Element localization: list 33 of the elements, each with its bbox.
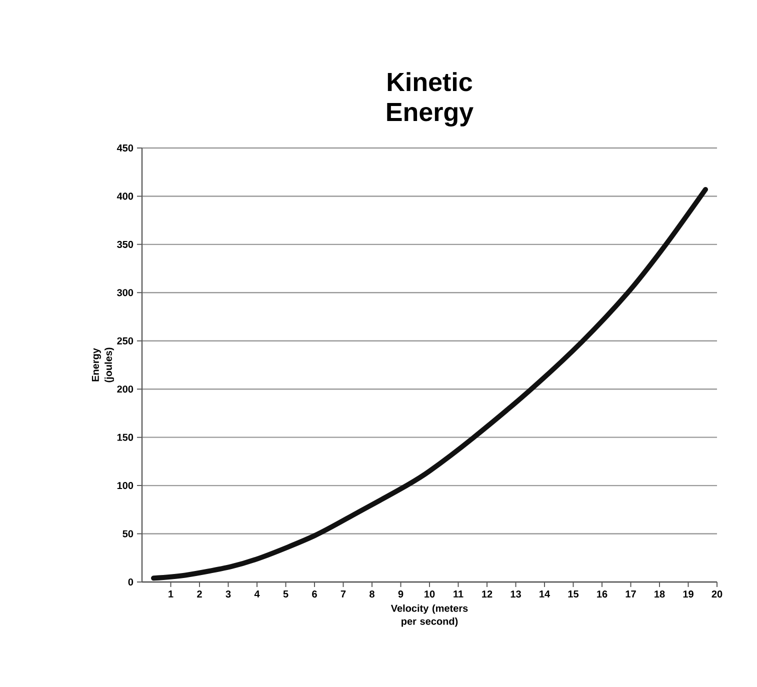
y-tick-label: 250 bbox=[117, 337, 134, 344]
x-tick-label: 2 bbox=[197, 590, 202, 598]
x-tick-label: 6 bbox=[312, 590, 317, 598]
y-tick-label: 350 bbox=[117, 240, 134, 248]
x-tick-label: 8 bbox=[370, 590, 374, 598]
chart-title: Kinetic Energy bbox=[387, 72, 474, 126]
x-tick-label: 3 bbox=[226, 590, 231, 598]
y-tick-label: 0 bbox=[128, 578, 134, 586]
x-tick-label: 15 bbox=[568, 590, 579, 598]
x-tick-label: 12 bbox=[482, 590, 492, 598]
y-tick-label: 300 bbox=[117, 289, 134, 296]
x-tick-label: 18 bbox=[654, 590, 665, 598]
x-tick-label: 14 bbox=[540, 590, 550, 598]
x-tick-label: 10 bbox=[424, 590, 435, 598]
y-tick-label: 450 bbox=[116, 144, 134, 152]
y-tick-label: 100 bbox=[117, 482, 134, 490]
x-tick-label: 20 bbox=[712, 590, 722, 598]
x-tick-label: 17 bbox=[626, 590, 636, 598]
x-axis-title: Velocity (meters per second) bbox=[390, 604, 468, 627]
x-tick-label: 5 bbox=[283, 590, 288, 598]
y-axis-title: Energy (joules) bbox=[92, 348, 114, 382]
x-tick-label: 13 bbox=[510, 590, 521, 598]
x-tick-label: 11 bbox=[454, 590, 464, 598]
y-tick-label: 150 bbox=[117, 434, 134, 441]
y-tick-label: 50 bbox=[122, 530, 134, 538]
x-tick-label: 1 bbox=[168, 590, 174, 598]
x-tick-label: 7 bbox=[340, 590, 346, 598]
y-tick-label: 200 bbox=[117, 386, 134, 393]
y-tick-label: 400 bbox=[116, 192, 134, 200]
x-tick-label: 4 bbox=[254, 590, 260, 598]
x-tick-label: 9 bbox=[398, 590, 404, 598]
x-tick-label: 16 bbox=[597, 590, 608, 598]
x-tick-label: 19 bbox=[683, 590, 694, 598]
